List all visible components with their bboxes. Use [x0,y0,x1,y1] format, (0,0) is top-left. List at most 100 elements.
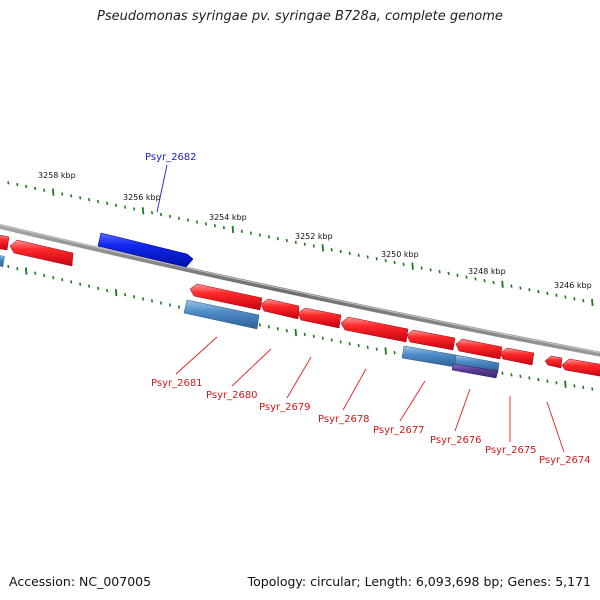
leader-line-psyr-2679 [286,356,312,399]
gene-arrow-psyr-2680[interactable] [260,298,300,320]
scale-tick-minor [159,212,163,217]
scale-tick-minor [555,381,558,385]
gene-arrow-psyr-2682[interactable] [97,232,194,268]
scale-tick-minor [133,207,136,211]
scale-tick-minor [312,244,315,248]
scale-tick-minor [492,280,495,285]
scale-tick-minor [519,286,522,290]
scale-tick-minor [142,297,145,301]
feature-bars [0,254,500,379]
leader-line-psyr-2674 [546,401,565,453]
scale-tick-minor [204,222,208,226]
scale-tick-minor [267,235,270,239]
scale-tick-major [501,280,504,288]
genome-backbone-highlight [0,224,600,354]
scale-tick-major [564,380,567,388]
scale-tick-minor [420,266,423,270]
scale-tick-minor [79,282,82,286]
genome-summary-text: Topology: circular; Length: 6,093,698 bp… [247,574,591,589]
scale-tick-minor [124,293,127,297]
gene-label-psyr-2678[interactable]: Psyr_2678 [318,414,370,425]
scale-tick-minor [366,345,369,349]
scale-tick-minor [537,377,540,382]
leader-line-psyr-2677 [399,380,426,422]
scale-tick-minor [25,184,28,189]
scale-tick-minor [438,269,441,274]
scale-tick-minor [70,194,73,198]
gene-arrow-psyr-2676[interactable] [455,338,503,360]
scale-tick-minor [474,277,477,281]
scale-tick-minor [393,351,396,355]
gene-label-psyr-2674[interactable]: Psyr_2674 [539,455,591,466]
gene-label-psyr-2679[interactable]: Psyr_2679 [259,402,311,413]
scale-tick-minor [465,275,468,279]
gene-label-psyr-2675[interactable]: Psyr_2675 [485,445,537,456]
scale-label: 3256 kbp [123,193,161,202]
feature-bar-psyr-2681[interactable] [183,299,260,330]
gene-arrow-psyr-2677[interactable] [406,329,456,351]
scale-tick-minor [582,298,585,303]
scale-tick-minor [168,214,172,219]
scale-tick-major [114,289,118,297]
scale-tick-minor [483,279,486,283]
gene-label-psyr-2676[interactable]: Psyr_2676 [430,435,482,446]
scale-tick-minor [249,231,252,235]
scale-tick-major [52,188,55,196]
gene-arrow-psyr-2679[interactable] [297,307,342,329]
scale-tick-minor [285,329,288,333]
label-leader-lines [156,164,565,453]
feature-bar-left[interactable] [0,254,5,267]
scale-tick-major [294,329,297,337]
scale-tick-minor [456,273,459,277]
gene-arrow-left-edge[interactable] [0,234,10,251]
leader-line-psyr-2680 [231,348,272,387]
scale-tick-minor [348,342,351,346]
leader-line-psyr-2681 [175,336,218,375]
gene-label-psyr-2680[interactable]: Psyr_2680 [206,390,258,401]
scale-label: 3252 kbp [295,232,333,241]
scale-tick-minor [447,271,450,276]
scale-tick-minor [88,284,91,288]
scale-tick-minor [285,238,288,243]
scale-tick-minor [16,267,19,271]
scale-label: 3248 kbp [468,267,506,276]
scale-tick-minor [61,278,64,282]
scale-tick-minor [43,273,46,278]
gene-arrow-psyr-2674[interactable] [561,358,600,377]
gene-arrow-small[interactable] [544,355,563,369]
scale-tick-minor [177,305,181,309]
scale-tick-minor [258,323,261,327]
scale-tick-minor [88,197,91,202]
scale-tick-minor [573,384,576,388]
gene-arrow-psyr-2675[interactable] [499,347,535,366]
scale-tick-minor [177,216,181,220]
gene-arrow-psyr-2681[interactable] [189,283,263,311]
gene-arrow-psyr-2678[interactable] [340,316,409,343]
gene-label-psyr-2677[interactable]: Psyr_2677 [373,425,425,436]
gene-arrow-left-2[interactable] [9,239,74,267]
scale-tick-minor [97,199,100,204]
scale-tick-minor [582,385,585,390]
scale-tick-minor [303,332,306,337]
scale-tick-minor [106,201,109,206]
scale-tick-minor [195,220,199,224]
scale-tick-major [411,262,414,270]
scale-tick-minor [366,255,369,259]
scale-tick-minor [150,299,154,303]
scale-tick-minor [240,229,243,233]
gene-label-psyr-2682[interactable]: Psyr_2682 [145,152,197,163]
scale-tick-minor [312,334,315,338]
scale-tick-minor [70,280,73,284]
scale-tick-minor [501,371,504,375]
gene-label-psyr-2681[interactable]: Psyr_2681 [151,378,203,389]
feature-bar-psyr-2676-b[interactable] [451,363,499,379]
scale-tick-minor [168,303,172,307]
scale-tick-minor [222,225,225,230]
scale-tick-major [384,347,387,355]
scale-tick-minor [546,291,549,296]
scale-tick-minor [528,288,531,292]
scale-tick-minor [79,196,82,200]
scale-tick-minor [115,203,118,207]
scale-tick-minor [34,186,37,191]
